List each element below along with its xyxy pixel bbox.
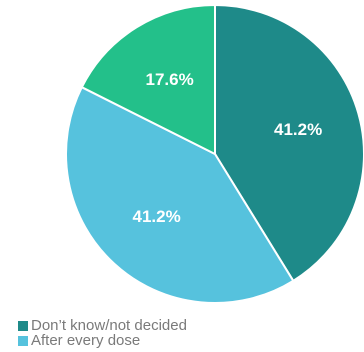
pie-slice-0 (214, 4, 364, 282)
pie-label-0: 41.2% (274, 120, 322, 139)
pie-slice-2 (80, 4, 216, 155)
legend-swatch-dont-know (18, 320, 28, 331)
pie-label-1: 41.2% (132, 207, 180, 226)
legend-label-dont-know: Don’t know/not decided (31, 317, 187, 334)
pie-label-2: 17.6% (145, 70, 193, 89)
legend-swatch-after-every-dose (18, 335, 28, 346)
legend-item-dont-know: Don’t know/not decided (18, 318, 358, 333)
pie-slice-1 (65, 86, 295, 304)
legend-item-after-every-dose: After every dose (18, 333, 358, 348)
legend-label-after-every-dose: After every dose (31, 332, 141, 349)
pie-chart: 41.2% 41.2% 17.6% (65, 4, 364, 304)
chart-legend: Don’t know/not decided After every dose (18, 318, 358, 348)
